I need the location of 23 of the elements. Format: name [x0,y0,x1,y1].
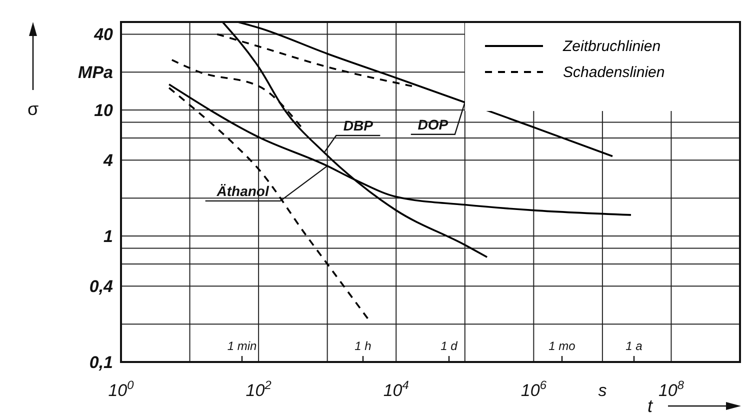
annotation: 1 a [626,339,643,353]
y-tick-label: MPa [78,63,113,82]
x-tick-label: 10$^{8}$ [658,378,684,400]
x-tick-label: 10$^{2}$ [246,378,272,400]
y-tick-label: 10 [94,101,114,120]
x-tick-label: s [598,381,608,400]
y-tick-label: 0,4 [89,277,114,296]
x-tick-label: 10$^{4}$ [383,378,410,400]
annotation: 1 min [227,339,257,353]
y-tick-label: 4 [102,151,114,170]
legend-label: Zeitbruchlinien [563,38,661,54]
annotation: DBP [343,118,374,134]
y-tick-label: 0,1 [89,353,113,372]
annotation: 1 h [354,339,372,353]
y-tick-label: 40 [93,25,114,44]
x-tick-label: 10$^{0}$ [108,378,134,400]
y-axis-title: σ [27,99,39,119]
y-tick-label: 1 [104,227,113,246]
x-tick-label: 10$^{6}$ [520,378,547,400]
legend-label: Schadenslinien [563,64,665,80]
x-axis-title: t [647,396,654,416]
annotation: 1 mo [548,339,576,353]
annotation: 1 d [440,339,458,353]
